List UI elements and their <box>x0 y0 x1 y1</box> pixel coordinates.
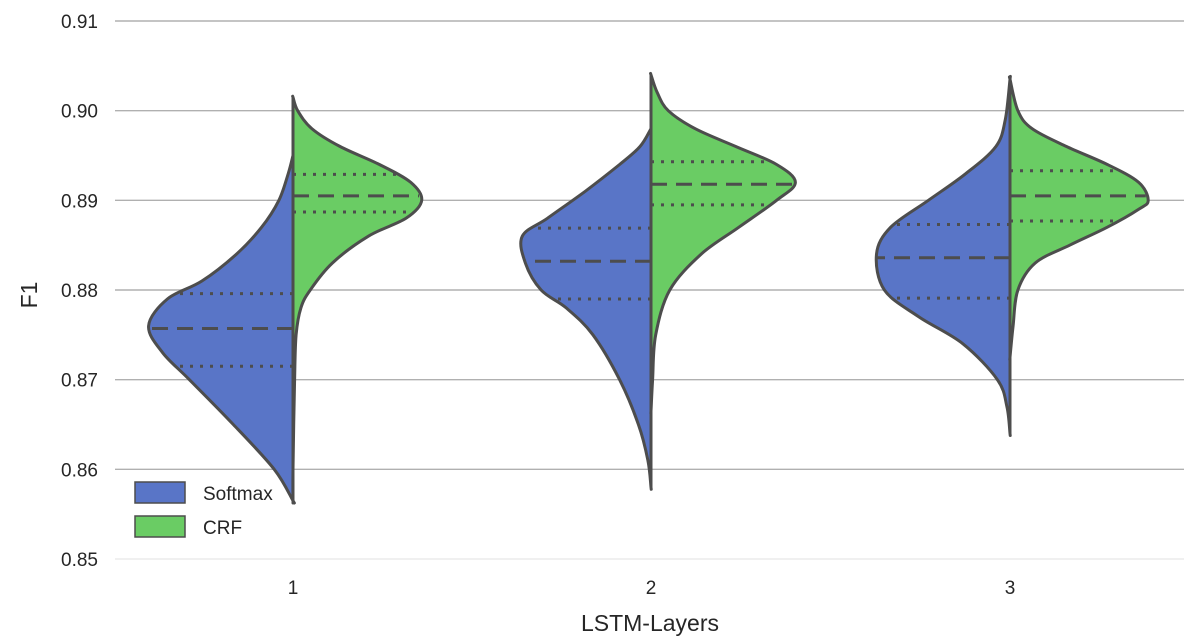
y-tick-label: 0.90 <box>61 102 98 123</box>
violin-crf-3 <box>1007 75 1150 362</box>
violin-softmax-2 <box>519 125 654 491</box>
y-tick-label: 0.89 <box>61 191 98 212</box>
legend-swatch-crf <box>134 515 186 538</box>
y-tick-label: 0.91 <box>61 12 98 33</box>
legend-label-crf: CRF <box>203 518 242 539</box>
y-axis-title: F1 <box>16 282 42 309</box>
y-tick-label: 0.88 <box>61 281 98 302</box>
x-tick-labels: 1 2 3 <box>288 578 1016 599</box>
violins <box>147 71 1150 505</box>
x-tick-label: 2 <box>646 578 657 599</box>
violin-crf-2 <box>649 71 797 415</box>
y-tick-label: 0.85 <box>61 550 98 571</box>
x-tick-label: 3 <box>1005 578 1016 599</box>
y-tick-label: 0.87 <box>61 371 98 392</box>
x-tick-label: 1 <box>288 578 299 599</box>
violin-softmax-1 <box>147 152 296 505</box>
legend: Softmax CRF <box>134 481 273 539</box>
violin-crf-1 <box>291 94 424 505</box>
x-axis-title: LSTM-Layers <box>581 610 719 636</box>
y-tick-label: 0.86 <box>61 460 98 481</box>
y-tick-labels: 0.85 0.86 0.87 0.88 0.89 0.90 0.91 <box>61 12 98 571</box>
violin-softmax-3 <box>874 74 1012 437</box>
legend-swatch-softmax <box>134 481 186 504</box>
legend-label-softmax: Softmax <box>203 484 273 505</box>
